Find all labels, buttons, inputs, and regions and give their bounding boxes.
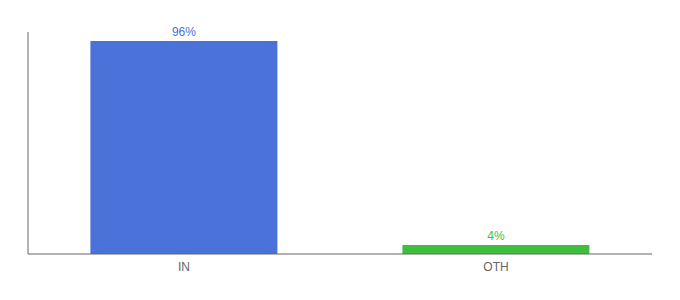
svg-text:OTH: OTH [483, 260, 508, 274]
svg-text:4%: 4% [487, 229, 505, 243]
svg-text:IN: IN [178, 260, 190, 274]
svg-text:96%: 96% [172, 25, 196, 39]
